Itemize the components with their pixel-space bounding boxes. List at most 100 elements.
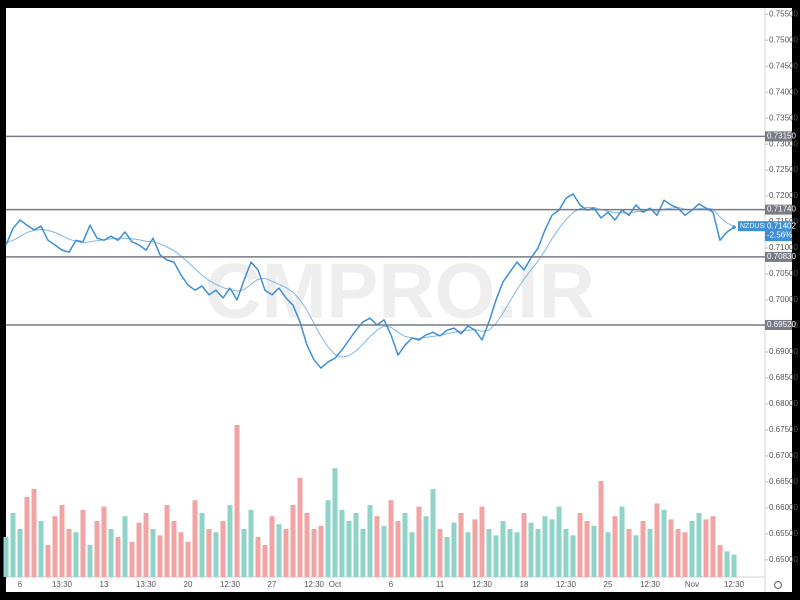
volume-bar — [276, 524, 282, 577]
x-tick-label: 20 — [184, 580, 193, 589]
volume-bar — [115, 537, 121, 577]
volume-bar — [619, 506, 625, 577]
volume-bar — [458, 513, 464, 577]
volume-bar — [591, 525, 597, 577]
volume-bar — [563, 529, 569, 577]
volume-bar — [633, 535, 639, 577]
volume-bar — [206, 529, 212, 577]
symbol-tag — [738, 221, 765, 232]
volume-bar — [31, 489, 37, 577]
volume-bar — [528, 522, 534, 577]
level-tag — [765, 204, 792, 215]
level-tag — [765, 319, 792, 330]
volume-bar — [59, 505, 65, 577]
volume-bar — [360, 529, 366, 577]
y-tick-label: 0.69000 — [769, 347, 798, 356]
volume-bar — [220, 521, 226, 577]
y-tick-label: 0.67000 — [769, 451, 798, 460]
volume-bar — [73, 532, 79, 577]
volume-bar — [374, 516, 380, 577]
volume-bar — [87, 545, 93, 577]
volume-bar — [682, 532, 688, 577]
volume-bar — [535, 529, 541, 577]
volume-bar — [731, 554, 737, 577]
volume-bar — [388, 500, 394, 577]
y-tick-label: 0.73500 — [769, 113, 798, 122]
y-tick-label: 0.72500 — [769, 165, 798, 174]
volume-bar — [626, 529, 632, 577]
volume-bar — [437, 529, 443, 577]
volume-bar — [724, 551, 730, 577]
y-tick-label: 0.75000 — [769, 35, 798, 44]
volume-bar — [416, 506, 422, 577]
volume-bar — [129, 541, 135, 577]
volume-bar — [241, 529, 247, 577]
y-tick-label: 0.65000 — [769, 555, 798, 564]
volume-bar — [325, 500, 331, 577]
volume-bar — [304, 513, 310, 577]
volume-bar — [3, 537, 9, 577]
volume-bar — [17, 529, 23, 577]
x-tick-label: 12:30 — [556, 580, 577, 589]
y-tick-label: 0.75500 — [769, 9, 798, 18]
volume-bar — [710, 516, 716, 577]
volume-bar — [570, 535, 576, 577]
settings-icon[interactable] — [773, 580, 783, 590]
volume-bar — [150, 529, 156, 577]
volume-bar — [318, 525, 324, 577]
y-tick-label: 0.70000 — [769, 295, 798, 304]
volume-bar — [493, 535, 499, 577]
y-tick-label: 0.73000 — [769, 139, 798, 148]
volume-bar — [521, 513, 527, 577]
volume-bar — [290, 505, 296, 577]
volume-bar — [66, 529, 72, 577]
x-tick-label: 13:30 — [136, 580, 157, 589]
volume-bar — [213, 532, 219, 577]
volume-bar — [38, 521, 44, 577]
volume-bar — [542, 516, 548, 577]
price-line — [5, 193, 735, 369]
volume-bar — [472, 519, 478, 577]
volume-bar — [136, 522, 142, 577]
volume-bar — [45, 545, 51, 577]
chart-background — [6, 8, 792, 592]
volume-bar — [549, 519, 555, 577]
volume-bar — [479, 506, 485, 577]
volume-bar — [248, 509, 254, 577]
level-label: 0.69520 — [767, 320, 796, 329]
price-tag — [765, 221, 792, 242]
volume-bar — [255, 537, 261, 577]
level-tag — [765, 251, 792, 262]
x-tick-label: 12:30 — [640, 580, 661, 589]
volume-bar — [185, 541, 191, 577]
volume-bar — [430, 489, 436, 577]
volume-bar — [353, 513, 359, 577]
volume-bar — [668, 519, 674, 577]
volume-bar — [227, 505, 233, 577]
y-tick-label: 0.74000 — [769, 87, 798, 96]
volume-bar — [157, 535, 163, 577]
watermark: CMPRO.IR — [205, 247, 595, 335]
x-tick-label: 12:30 — [472, 580, 493, 589]
volume-bar — [52, 516, 58, 577]
volume-bar — [339, 509, 345, 577]
volume-bar — [486, 529, 492, 577]
volume-bar — [381, 525, 387, 577]
level-label: 0.73150 — [767, 131, 796, 140]
volume-bar — [647, 529, 653, 577]
volume-bar — [654, 503, 660, 577]
volume-bar — [178, 532, 184, 577]
level-label: 0.70830 — [767, 252, 796, 261]
volume-bar — [234, 425, 240, 577]
y-tick-label: 0.65500 — [769, 529, 798, 538]
x-tick-label: Oct — [329, 580, 342, 589]
level-tag — [765, 131, 792, 142]
y-tick-label: 0.66000 — [769, 503, 798, 512]
volume-bar — [556, 506, 562, 577]
y-tick-label: 0.67500 — [769, 425, 798, 434]
y-tick-label: 0.68500 — [769, 373, 798, 382]
volume-bar — [661, 509, 667, 577]
x-tick-label: 12:30 — [220, 580, 241, 589]
x-tick-label: 6 — [18, 580, 23, 589]
volume-bar — [192, 500, 198, 577]
